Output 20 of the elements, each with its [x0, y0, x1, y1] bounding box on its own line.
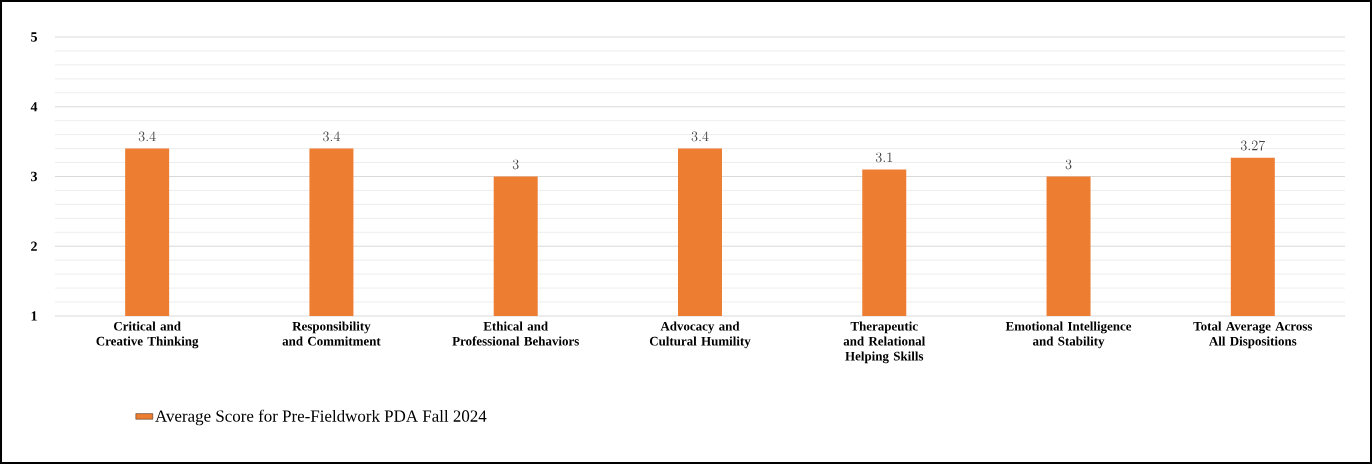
data-label: 3 — [1065, 159, 1072, 170]
data-label: 3. 1 — [875, 152, 893, 163]
data-label: 3.4 — [323, 131, 341, 142]
y-tick-label: 3 — [31, 171, 38, 182]
y-tick-label: 2 — [31, 241, 37, 251]
y-tick-label: 5 — [31, 32, 37, 42]
y-tick-label: 4 — [30, 102, 38, 112]
data-label: 3.4 — [691, 131, 709, 142]
y-tick-label: 1 — [31, 311, 37, 321]
data-label: 3.27 — [1240, 140, 1266, 151]
data-label: 3 — [512, 159, 519, 170]
x-tick-label: Emotional Intelligence and Stability — [1005, 321, 1132, 349]
data-label: 3.4 — [138, 131, 156, 142]
x-tick-label: Critical and Creative Thinking — [96, 321, 199, 349]
x-tick-label: Therapeutic and Relational Helping Skills — [843, 321, 926, 364]
x-tick-label: Advocacy and Cultural Humility — [649, 321, 751, 349]
x-tick-label: Total Average Across All Dispositions — [1193, 321, 1313, 349]
legend-label: Average Score for Pre-Fieldwork PDA Fall 2024 — [155, 409, 487, 426]
x-tick-label: Ethical and Professional Behaviors — [452, 321, 579, 346]
x-tick-label: Responsibility and Commitment — [282, 321, 381, 346]
